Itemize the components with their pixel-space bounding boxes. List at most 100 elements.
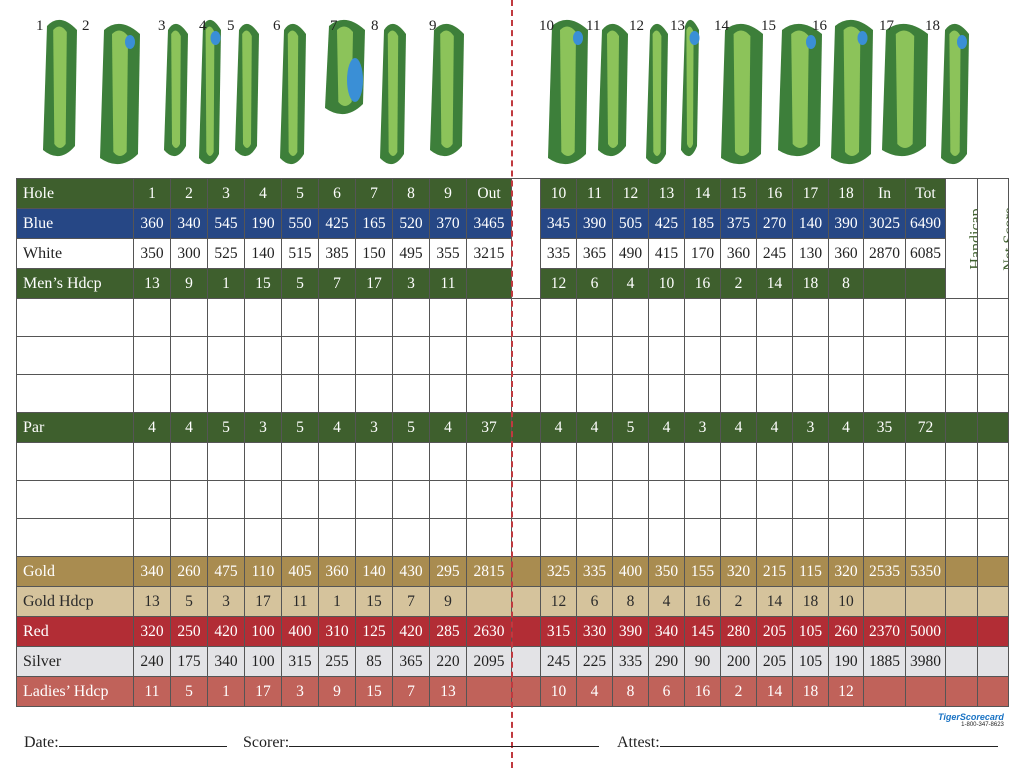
score-cell[interactable] <box>429 374 467 413</box>
score-cell[interactable] <box>133 442 171 481</box>
score-cell[interactable] <box>207 442 245 481</box>
score-cell[interactable] <box>756 298 793 337</box>
score-cell[interactable] <box>318 336 356 375</box>
score-cell[interactable] <box>612 336 649 375</box>
score-cell[interactable] <box>720 374 757 413</box>
attest-field[interactable]: Attest: <box>617 732 998 752</box>
score-cell[interactable] <box>945 298 978 337</box>
score-cell[interactable] <box>756 336 793 375</box>
score-cell[interactable] <box>511 374 541 413</box>
score-cell[interactable] <box>792 480 829 519</box>
score-cell[interactable] <box>281 298 319 337</box>
score-cell[interactable] <box>429 518 467 557</box>
handicap-cell[interactable] <box>945 646 978 677</box>
score-cell[interactable] <box>905 298 946 337</box>
score-cell[interactable] <box>429 442 467 481</box>
score-cell[interactable] <box>756 442 793 481</box>
score-cell[interactable] <box>945 336 978 375</box>
score-cell[interactable] <box>540 336 577 375</box>
initials-cell[interactable] <box>511 556 541 587</box>
score-cell[interactable] <box>612 518 649 557</box>
score-cell[interactable] <box>977 442 1009 481</box>
score-cell[interactable] <box>684 336 721 375</box>
score-cell[interactable] <box>318 374 356 413</box>
score-cell[interactable] <box>828 442 864 481</box>
score-cell[interactable] <box>720 442 757 481</box>
score-cell[interactable] <box>720 298 757 337</box>
score-cell[interactable] <box>355 336 393 375</box>
score-cell[interactable] <box>244 336 282 375</box>
net-score-cell[interactable] <box>977 616 1009 647</box>
score-cell[interactable] <box>792 374 829 413</box>
score-cell[interactable] <box>828 298 864 337</box>
score-cell[interactable] <box>905 442 946 481</box>
score-cell[interactable] <box>16 336 134 375</box>
score-cell[interactable] <box>863 442 906 481</box>
score-cell[interactable] <box>170 442 208 481</box>
score-cell[interactable] <box>977 374 1009 413</box>
date-field[interactable]: Date: <box>24 732 227 752</box>
score-cell[interactable] <box>648 518 685 557</box>
score-cell[interactable] <box>756 480 793 519</box>
score-cell[interactable] <box>16 442 134 481</box>
score-cell[interactable] <box>828 518 864 557</box>
score-cell[interactable] <box>244 298 282 337</box>
score-cell[interactable] <box>540 374 577 413</box>
net-score-cell[interactable] <box>977 646 1009 677</box>
score-cell[interactable] <box>511 480 541 519</box>
net-score-cell[interactable] <box>977 412 1009 443</box>
score-cell[interactable] <box>392 298 430 337</box>
score-cell[interactable] <box>863 336 906 375</box>
score-cell[interactable] <box>648 298 685 337</box>
initials-cell[interactable] <box>511 676 541 707</box>
score-cell[interactable] <box>720 480 757 519</box>
score-cell[interactable] <box>977 298 1009 337</box>
score-cell[interactable] <box>281 374 319 413</box>
score-cell[interactable] <box>684 374 721 413</box>
score-cell[interactable] <box>16 518 134 557</box>
score-cell[interactable] <box>905 518 946 557</box>
score-cell[interactable] <box>170 374 208 413</box>
score-cell[interactable] <box>576 298 613 337</box>
score-cell[interactable] <box>392 336 430 375</box>
score-cell[interactable] <box>511 442 541 481</box>
handicap-cell[interactable] <box>945 676 978 707</box>
score-cell[interactable] <box>466 480 512 519</box>
score-cell[interactable] <box>945 480 978 519</box>
score-cell[interactable] <box>648 442 685 481</box>
handicap-cell[interactable] <box>945 586 978 617</box>
score-cell[interactable] <box>905 374 946 413</box>
score-cell[interactable] <box>16 480 134 519</box>
score-cell[interactable] <box>863 518 906 557</box>
scorer-line[interactable] <box>289 732 600 747</box>
score-cell[interactable] <box>612 442 649 481</box>
score-cell[interactable] <box>207 480 245 519</box>
score-cell[interactable] <box>540 480 577 519</box>
date-line[interactable] <box>58 732 227 747</box>
score-cell[interactable] <box>170 336 208 375</box>
score-cell[interactable] <box>684 442 721 481</box>
score-cell[interactable] <box>612 298 649 337</box>
score-cell[interactable] <box>756 374 793 413</box>
score-cell[interactable] <box>429 336 467 375</box>
score-cell[interactable] <box>576 374 613 413</box>
score-cell[interactable] <box>429 298 467 337</box>
score-cell[interactable] <box>392 442 430 481</box>
score-cell[interactable] <box>318 480 356 519</box>
score-cell[interactable] <box>318 518 356 557</box>
score-cell[interactable] <box>355 442 393 481</box>
score-cell[interactable] <box>540 298 577 337</box>
score-cell[interactable] <box>648 480 685 519</box>
score-cell[interactable] <box>355 518 393 557</box>
score-cell[interactable] <box>828 374 864 413</box>
score-cell[interactable] <box>792 442 829 481</box>
score-cell[interactable] <box>648 374 685 413</box>
score-cell[interactable] <box>318 298 356 337</box>
score-cell[interactable] <box>511 518 541 557</box>
score-cell[interactable] <box>392 374 430 413</box>
handicap-cell[interactable] <box>945 556 978 587</box>
score-cell[interactable] <box>720 518 757 557</box>
score-cell[interactable] <box>207 374 245 413</box>
handicap-cell[interactable] <box>945 616 978 647</box>
score-cell[interactable] <box>429 480 467 519</box>
